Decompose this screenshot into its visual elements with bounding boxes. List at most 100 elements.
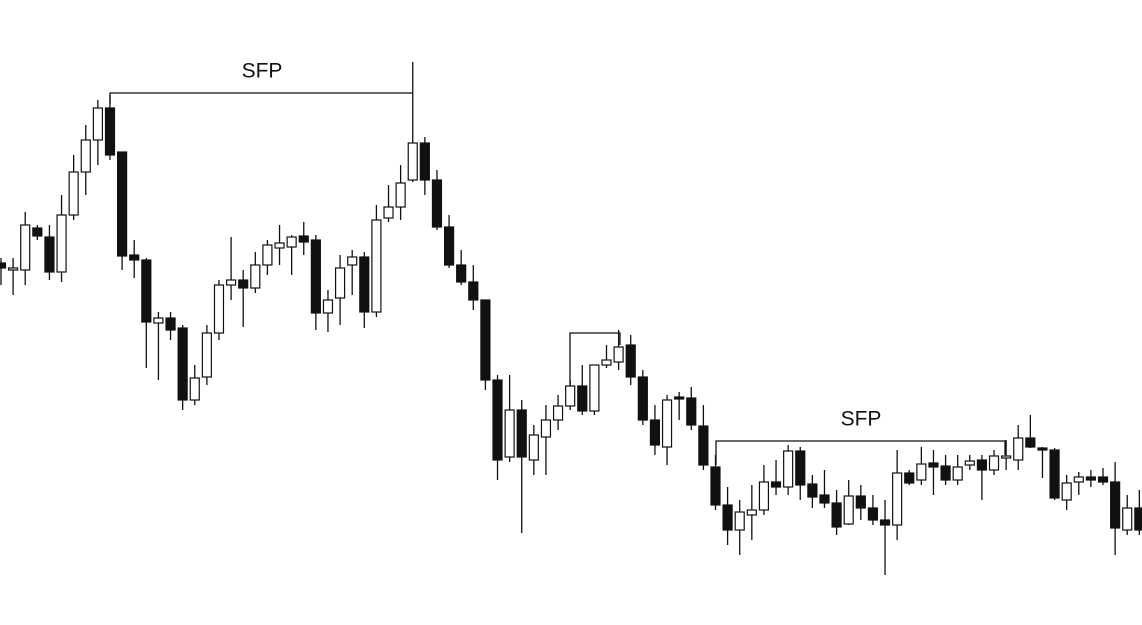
candle-body xyxy=(892,472,903,526)
candle-body xyxy=(758,481,770,511)
candle-body xyxy=(855,495,866,509)
candle-body xyxy=(322,299,334,314)
candle-body xyxy=(976,459,988,471)
candle-body xyxy=(92,107,103,141)
candle-body xyxy=(516,409,527,458)
candle-body xyxy=(492,379,503,461)
candle-body xyxy=(431,179,443,228)
candle-body xyxy=(504,409,515,458)
candle-body xyxy=(298,235,309,243)
candles xyxy=(0,62,1142,575)
candle-body xyxy=(928,462,939,468)
annotation-label: SFP xyxy=(242,60,283,83)
candle-body xyxy=(952,466,963,481)
candle-body xyxy=(371,219,382,313)
candle-body xyxy=(407,142,418,181)
candle-body xyxy=(661,399,673,448)
candle-body xyxy=(141,259,152,323)
candle-body xyxy=(225,279,237,286)
candle-body xyxy=(359,256,370,313)
candle-body xyxy=(104,107,116,156)
candle-body xyxy=(613,346,624,363)
candle-body xyxy=(250,264,261,289)
candle-body xyxy=(383,206,394,219)
candle-body xyxy=(201,332,212,378)
candle-body xyxy=(674,396,685,400)
candle-body xyxy=(770,481,782,488)
candle-body xyxy=(565,385,576,407)
candle-body xyxy=(80,139,91,173)
candle-body xyxy=(1097,476,1109,483)
sfp-line xyxy=(109,92,413,104)
candle-body xyxy=(552,405,564,421)
candle-body xyxy=(843,495,854,525)
candle-body xyxy=(480,299,491,381)
candle-body xyxy=(916,463,927,481)
candle-body xyxy=(746,509,757,516)
candle-body xyxy=(540,419,552,438)
candle-body xyxy=(879,519,891,526)
candle-body xyxy=(710,466,721,506)
candle-body xyxy=(238,279,249,289)
candle-body xyxy=(1110,481,1121,529)
candle-body xyxy=(807,483,818,498)
candle-body xyxy=(153,317,164,324)
candle-body xyxy=(1013,437,1024,461)
candle-body xyxy=(1085,476,1097,481)
candle-body xyxy=(637,376,648,421)
candle-body xyxy=(68,171,79,216)
candle-body xyxy=(1025,437,1036,448)
range-bracket xyxy=(569,332,621,385)
candle-body xyxy=(395,182,406,208)
candle-body xyxy=(456,264,467,283)
candle-body xyxy=(625,344,636,378)
candle-body xyxy=(32,227,43,237)
candle-body xyxy=(213,284,225,334)
candle-body xyxy=(1061,482,1072,501)
candle-body xyxy=(964,460,975,466)
candle-body xyxy=(310,239,321,314)
candle-body xyxy=(1001,455,1012,459)
candle-body xyxy=(8,267,19,271)
candle-body xyxy=(904,472,915,484)
candle-body xyxy=(577,385,588,412)
candle-body xyxy=(189,377,200,401)
candle-body xyxy=(44,236,55,273)
candle-body xyxy=(867,507,879,521)
candle-body xyxy=(129,254,140,261)
candle-body xyxy=(1037,447,1048,451)
candle-body xyxy=(940,465,951,481)
candle-body xyxy=(589,364,600,412)
candle-body xyxy=(274,242,285,249)
candle-body xyxy=(528,434,539,461)
candle-body xyxy=(649,419,661,446)
candle-body xyxy=(347,256,358,266)
candle-body xyxy=(286,236,297,248)
candle-body xyxy=(819,494,830,504)
candle-body xyxy=(116,151,128,257)
candle-body xyxy=(988,455,1000,471)
sfp-line xyxy=(715,440,1006,465)
candle-body xyxy=(262,244,273,266)
candle-body xyxy=(177,327,188,401)
candle-body xyxy=(783,450,794,488)
candle-body xyxy=(468,281,479,301)
candle-body xyxy=(1134,507,1142,531)
candle-body xyxy=(0,262,7,269)
candle-body xyxy=(698,425,709,466)
candle-body xyxy=(20,224,31,271)
candle-body xyxy=(1122,507,1133,531)
candle-body xyxy=(1049,449,1060,499)
candle-body xyxy=(601,359,612,366)
candle-body xyxy=(165,317,176,331)
annotation-label: SFP xyxy=(841,408,882,431)
candle-body xyxy=(334,267,346,299)
candle-body xyxy=(686,397,697,426)
candle-body xyxy=(831,502,842,528)
candle-body xyxy=(419,142,430,181)
candle-body xyxy=(443,226,455,266)
candle-body xyxy=(56,214,67,273)
candle-body xyxy=(795,450,806,486)
